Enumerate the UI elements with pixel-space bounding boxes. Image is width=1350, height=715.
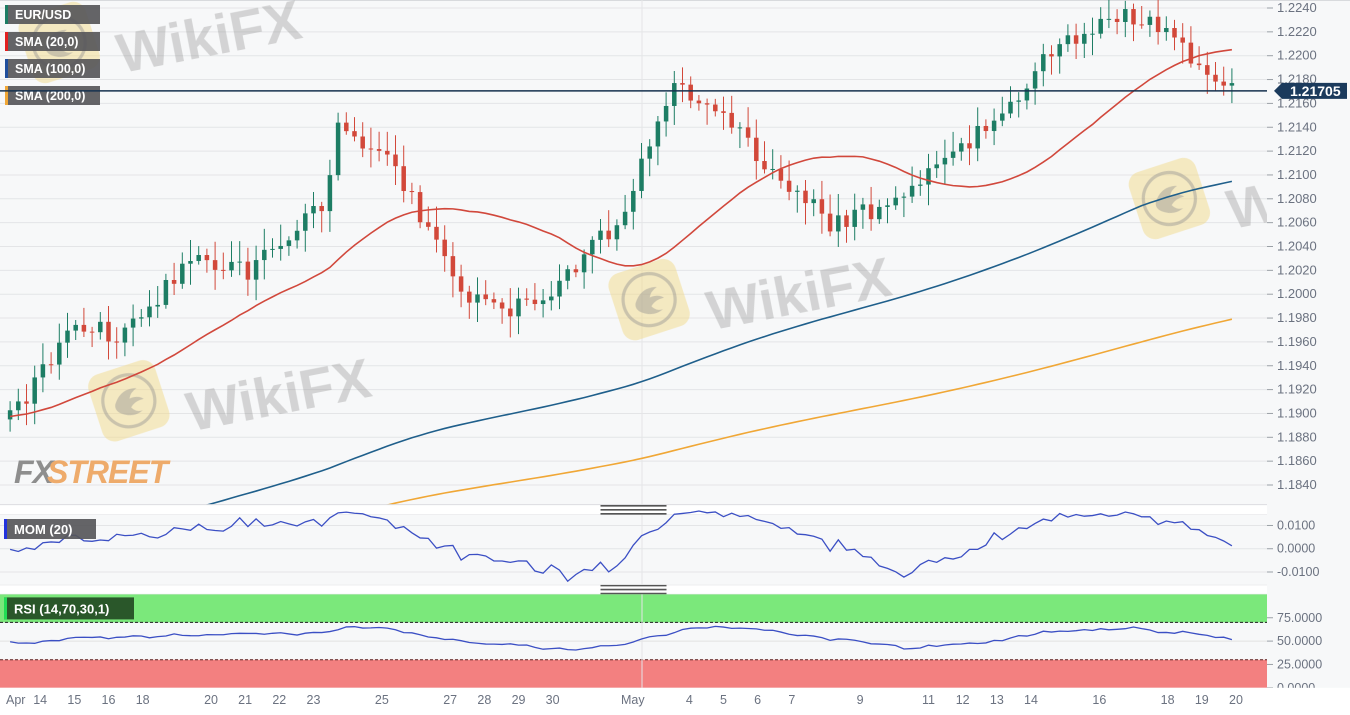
svg-text:MOM (20): MOM (20) [14,522,73,537]
svg-text:12: 12 [956,693,970,707]
svg-text:7: 7 [788,693,795,707]
svg-text:4: 4 [686,693,693,707]
svg-text:5: 5 [720,693,727,707]
svg-text:20: 20 [1229,693,1243,707]
svg-text:1.2240: 1.2240 [1277,0,1317,15]
svg-text:1.1980: 1.1980 [1277,310,1317,325]
svg-text:0.0100: 0.0100 [1277,518,1315,532]
svg-text:15: 15 [67,693,81,707]
svg-text:1.2100: 1.2100 [1277,167,1317,182]
svg-text:1.1920: 1.1920 [1277,382,1317,397]
svg-text:6: 6 [754,693,761,707]
svg-text:1.2020: 1.2020 [1277,262,1317,277]
svg-text:1.1900: 1.1900 [1277,405,1317,420]
svg-text:16: 16 [102,693,116,707]
svg-text:1.1960: 1.1960 [1277,334,1317,349]
svg-text:1.2040: 1.2040 [1277,239,1317,254]
svg-text:1.1880: 1.1880 [1277,429,1317,444]
svg-text:1.2220: 1.2220 [1277,24,1317,39]
svg-text:20: 20 [204,693,218,707]
svg-text:75.0000: 75.0000 [1277,611,1322,625]
svg-text:22: 22 [272,693,286,707]
svg-text:SMA (100,0): SMA (100,0) [15,62,85,76]
svg-text:25.0000: 25.0000 [1277,657,1322,671]
svg-text:29: 29 [512,693,526,707]
svg-text:1.21705: 1.21705 [1290,83,1341,99]
svg-text:16: 16 [1092,693,1106,707]
svg-text:1.1840: 1.1840 [1277,477,1317,492]
svg-text:19: 19 [1195,693,1209,707]
svg-text:1.2000: 1.2000 [1277,286,1317,301]
svg-text:1.2060: 1.2060 [1277,215,1317,230]
svg-text:1.2140: 1.2140 [1277,119,1317,134]
svg-text:1.2200: 1.2200 [1277,48,1317,63]
svg-text:0.0000: 0.0000 [1277,542,1315,556]
svg-text:11: 11 [922,693,935,707]
svg-text:9: 9 [857,693,864,707]
svg-text:30: 30 [546,693,560,707]
svg-text:-0.0100: -0.0100 [1277,565,1319,579]
svg-text:EUR/USD: EUR/USD [15,8,71,22]
svg-text:STREET: STREET [47,454,171,490]
svg-text:27: 27 [443,693,457,707]
svg-text:28: 28 [477,693,491,707]
svg-text:1.1940: 1.1940 [1277,358,1317,373]
svg-text:23: 23 [307,693,321,707]
svg-text:14: 14 [1024,693,1038,707]
svg-text:18: 18 [136,693,150,707]
svg-text:1.2120: 1.2120 [1277,143,1317,158]
svg-text:25: 25 [375,693,389,707]
svg-text:Apr: Apr [6,693,25,707]
svg-text:50.0000: 50.0000 [1277,634,1322,648]
svg-text:21: 21 [238,693,252,707]
svg-text:14: 14 [33,693,47,707]
svg-text:1.2080: 1.2080 [1277,191,1317,206]
svg-text:SMA (20,0): SMA (20,0) [15,35,78,49]
svg-text:1.1860: 1.1860 [1277,453,1317,468]
svg-text:18: 18 [1161,693,1175,707]
svg-text:May: May [621,693,645,707]
svg-text:13: 13 [990,693,1004,707]
svg-text:RSI (14,70,30,1): RSI (14,70,30,1) [14,601,109,616]
